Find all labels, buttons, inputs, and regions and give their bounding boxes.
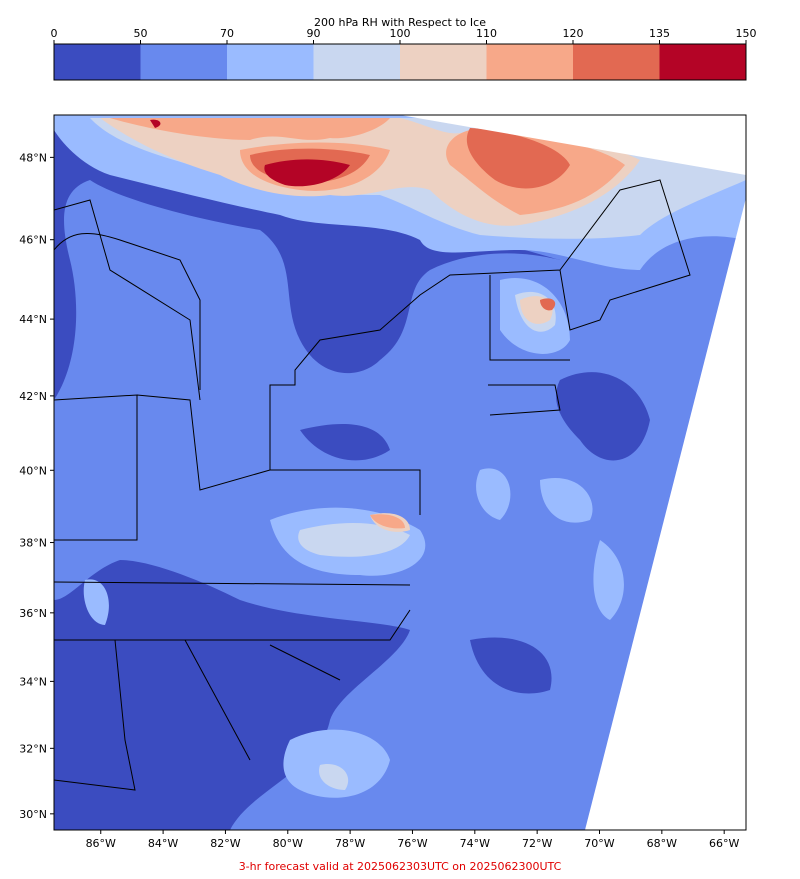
colorbar-swatch <box>486 44 574 80</box>
x-tick-label: 74°W <box>460 837 490 850</box>
colorbar-tick-label: 100 <box>390 27 411 40</box>
map-field <box>54 115 746 830</box>
x-tick-label: 68°W <box>647 837 677 850</box>
y-tick-label: 40°N <box>19 464 47 477</box>
y-tick-label: 46°N <box>19 234 47 247</box>
y-tick-label: 48°N <box>19 151 47 164</box>
rh-field <box>100 118 640 532</box>
y-tick-label: 34°N <box>19 675 47 688</box>
colorbar-swatch <box>227 44 314 80</box>
colorbar-swatch <box>400 44 487 80</box>
colorbar-tick-label: 120 <box>563 27 584 40</box>
outside-domain <box>585 198 746 830</box>
colorbar-title: 200 hPa RH with Respect to Ice <box>314 16 486 29</box>
x-tick-label: 78°W <box>335 837 365 850</box>
x-tick-label: 86°W <box>86 837 116 850</box>
colorbar-swatch <box>573 44 660 80</box>
colorbar-tick-label: 150 <box>736 27 757 40</box>
colorbar-tick-label: 0 <box>51 27 58 40</box>
boundaries <box>54 179 691 791</box>
y-tick-label: 36°N <box>19 607 47 620</box>
colorbar-tick-label: 135 <box>649 27 670 40</box>
colorbar-tick-label: 70 <box>220 27 234 40</box>
y-tick-label: 38°N <box>19 537 47 550</box>
x-tick-label: 84°W <box>148 837 178 850</box>
x-tick-label: 80°W <box>273 837 303 850</box>
colorbar-swatch <box>140 44 228 80</box>
rh-field <box>300 372 650 694</box>
axes: 86°W 84°W 82°W 80°W 78°W 76°W 74°W 72°W 70°W 68°W… <box>19 151 739 850</box>
x-tick-label: 70°W <box>584 837 614 850</box>
y-tick-label: 32°N <box>19 742 47 755</box>
colorbar-tick-label: 50 <box>134 27 148 40</box>
x-tick-label: 82°W <box>210 837 240 850</box>
colorbar-tick-label: 90 <box>307 27 321 40</box>
colorbar-tick-label: 110 <box>476 27 497 40</box>
colorbar-swatch <box>313 44 401 80</box>
colorbar: 0 50 70 90 100 110 120 135 150 <box>51 27 757 81</box>
footer: 3-hr forecast valid at 2025062303UTC on … <box>239 860 562 873</box>
colorbar-swatch <box>54 44 141 80</box>
x-tick-label: 76°W <box>397 837 427 850</box>
x-tick-label: 66°W <box>709 837 739 850</box>
y-tick-label: 44°N <box>19 313 47 326</box>
y-tick-label: 42°N <box>19 390 47 403</box>
y-tick-label: 30°N <box>19 808 47 821</box>
rh-field <box>150 119 350 187</box>
rh-field <box>90 118 746 790</box>
colorbar-swatch <box>659 44 747 80</box>
map-frame <box>53 114 747 831</box>
rh-field <box>54 115 746 830</box>
outside-domain <box>400 115 746 175</box>
x-tick-label: 72°W <box>522 837 552 850</box>
rh-field <box>110 118 625 529</box>
